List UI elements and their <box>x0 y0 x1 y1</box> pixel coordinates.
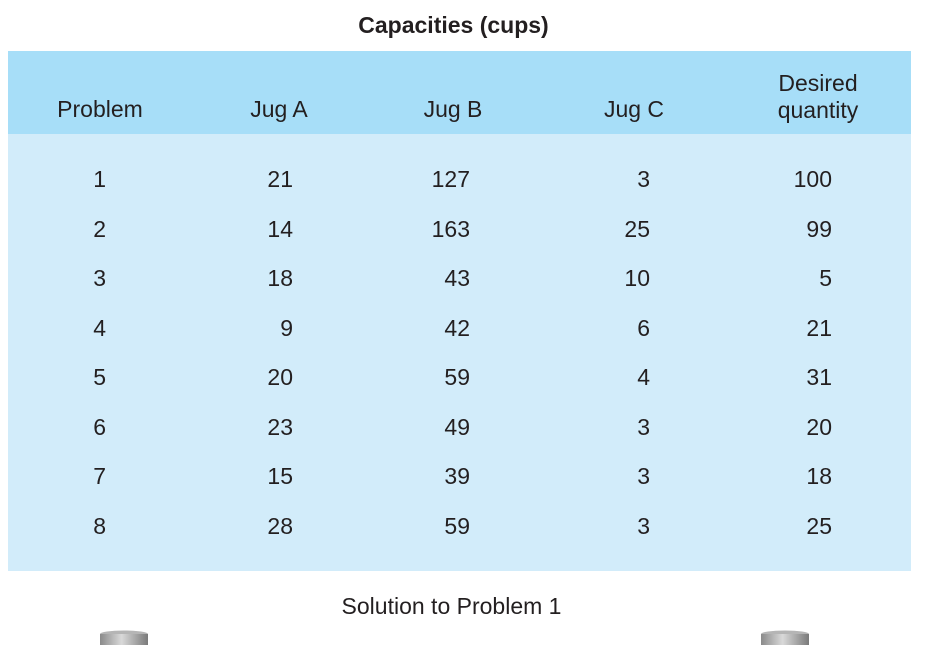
cell-problem: 3 <box>93 265 106 291</box>
table-header <box>8 51 911 134</box>
cell-desired-quantity: 99 <box>806 215 832 242</box>
cell-jug-c: 3 <box>637 463 650 489</box>
table-body <box>8 51 911 571</box>
cell-jug-b: 39 <box>444 463 470 489</box>
cell-jug-a: 21 <box>267 166 293 192</box>
solution-caption: Solution to Problem 1 <box>341 593 562 619</box>
cell-desired-quantity: 18 <box>806 463 832 489</box>
cell-desired-quantity: 5 <box>819 265 832 291</box>
cell-jug-b: 127 <box>431 166 470 192</box>
cell-desired-quantity: 25 <box>806 512 832 539</box>
cell-problem: 6 <box>93 413 106 440</box>
cell-jug-a: 23 <box>267 413 293 440</box>
cell-jug-b: 49 <box>444 413 470 440</box>
column-header-desired-line1: Desired <box>778 70 858 96</box>
cell-problem: 7 <box>93 463 106 489</box>
cell-problem: 4 <box>93 314 106 341</box>
cell-jug-c: 25 <box>624 215 650 242</box>
cell-problem: 1 <box>93 166 106 192</box>
cell-jug-c: 10 <box>624 265 650 291</box>
cell-jug-c: 4 <box>637 364 650 390</box>
jug-icon <box>99 630 149 645</box>
cell-jug-c: 6 <box>637 314 650 341</box>
cell-jug-a: 9 <box>280 314 293 341</box>
column-header-desired-quantity: Desired quantity <box>778 70 859 124</box>
cell-desired-quantity: 100 <box>793 166 832 192</box>
cell-jug-c: 3 <box>637 512 650 539</box>
cell-jug-b: 163 <box>431 215 470 242</box>
cell-jug-a: 15 <box>267 463 293 489</box>
cell-desired-quantity: 31 <box>806 364 832 390</box>
cell-desired-quantity: 21 <box>806 314 832 341</box>
cell-jug-b: 59 <box>444 364 470 390</box>
jug-icon <box>760 630 810 645</box>
column-header-desired-line2: quantity <box>777 97 859 123</box>
column-header-jug-b: Jug B <box>423 96 483 122</box>
cell-jug-a: 14 <box>267 215 293 242</box>
cell-jug-a: 20 <box>267 364 293 390</box>
cell-jug-b: 59 <box>444 512 470 539</box>
cell-jug-a: 28 <box>267 512 293 539</box>
column-header-jug-c: Jug C <box>603 96 665 122</box>
cell-problem: 8 <box>93 512 106 539</box>
cell-jug-b: 42 <box>444 314 470 341</box>
column-header-problem: Problem <box>57 96 143 122</box>
cell-jug-b: 43 <box>444 265 470 291</box>
table-title: Capacities (cups) <box>358 12 549 38</box>
column-header-jug-a: Jug A <box>250 96 308 122</box>
cell-problem: 5 <box>93 364 106 390</box>
cell-problem: 2 <box>93 215 106 242</box>
cell-desired-quantity: 20 <box>806 413 832 440</box>
cell-jug-c: 3 <box>637 166 650 192</box>
cell-jug-c: 3 <box>637 413 650 440</box>
cell-jug-a: 18 <box>267 265 293 291</box>
